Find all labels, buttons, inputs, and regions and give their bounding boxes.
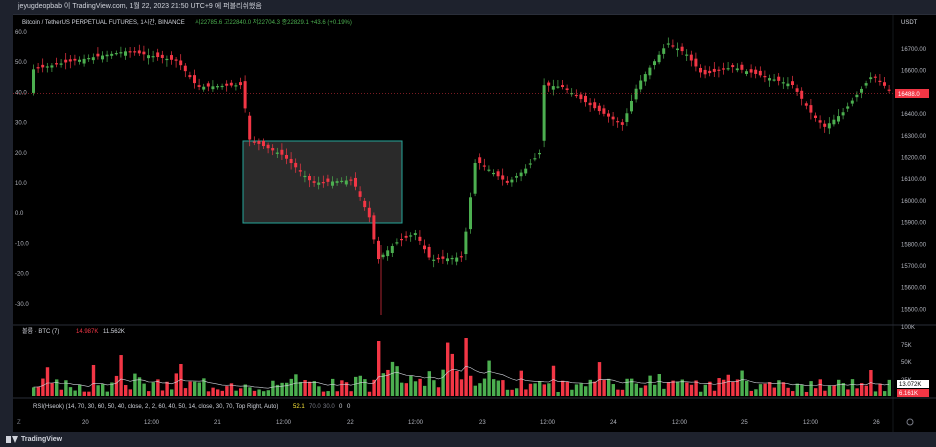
left-tick: 30.0 [15, 121, 27, 127]
left-tick: 40.0 [15, 90, 27, 96]
svg-text:Z: Z [17, 420, 21, 426]
price-tick: 16600.00 [901, 69, 927, 75]
highlight-rect[interactable] [242, 140, 403, 224]
legend-symbol: Bitcoin / TetherUS PERPETUAL FUTURES, 1시… [22, 18, 185, 26]
volume-badge-current-text: 13.072K [899, 382, 921, 388]
volume-badge-avg [897, 389, 929, 397]
rsi-label: RSI(Hseok) (14, 70, 30, 60, 50, 40, clos… [33, 404, 278, 410]
volume-value-white: 11.562K [103, 329, 125, 335]
time-tick: 25 [741, 420, 748, 426]
chart-frame: 60.0 50.0 40.0 30.0 20.0 10.0 0.0 -10.0 -20.0 -30… [13, 14, 936, 433]
price-tick: 16400.00 [901, 112, 927, 118]
price-tick: 15900.00 [901, 221, 927, 227]
time-tick: 12:00 [540, 420, 556, 426]
price-tick: 15500.00 [901, 307, 927, 313]
price-tick: 15600.00 [901, 286, 927, 292]
volume-label: 볼륨 · BTC (7) [22, 328, 59, 335]
time-tick: 21 [214, 420, 221, 426]
brand-text: TradingView [21, 436, 63, 443]
time-tick: 12:00 [144, 420, 160, 426]
time-tick: 22 [347, 420, 354, 426]
chart-svg[interactable]: 60.0 50.0 40.0 30.0 20.0 10.0 0.0 -10.0 -20.0 -30… [13, 15, 936, 433]
footer-bar: TradingView [0, 432, 936, 447]
volume-badge-avg-text: 6.161K [899, 391, 918, 397]
volume-ma-line [33, 365, 890, 389]
tradingview-icon [6, 436, 18, 443]
time-tick: 12:00 [803, 420, 819, 426]
time-tick: 24 [610, 420, 617, 426]
left-tick: -30.0 [15, 302, 29, 308]
left-axis: 60.0 50.0 40.0 30.0 20.0 10.0 0.0 -10.0 -20.0 -30… [15, 30, 29, 308]
rsi-upper: 70.0 [309, 404, 321, 410]
volume-value-red: 14.987K [76, 329, 98, 335]
time-axis[interactable]: 20 12:00 21 12:00 22 12:00 23 12:00 24 12:00 25 12:… [82, 420, 880, 426]
candlesticks [13, 37, 893, 315]
price-tick: 15800.00 [901, 242, 927, 248]
price-tick: 16700.00 [901, 47, 927, 53]
time-tick: 12:00 [408, 420, 424, 426]
price-tick: 16200.00 [901, 156, 927, 162]
time-tick: 12:00 [672, 420, 688, 426]
currency-label: USDT [901, 20, 918, 26]
volume-bars [32, 338, 891, 396]
volume-badge-current [897, 380, 929, 388]
grid [13, 15, 936, 433]
time-tick: 12:00 [276, 420, 292, 426]
rsi-zero-a: 0 [339, 404, 343, 410]
left-tick: 20.0 [15, 151, 27, 157]
left-tick: -20.0 [15, 272, 29, 278]
settings-gear-icon[interactable] [906, 418, 914, 426]
price-tick: 16100.00 [901, 177, 927, 183]
price-tick: 16300.00 [901, 134, 927, 140]
left-tick: 0.0 [15, 211, 24, 217]
time-tick: 26 [873, 420, 880, 426]
volume-tick: 75K [901, 343, 912, 349]
volume-tick: 50K [901, 360, 912, 366]
rsi-lower: 30.0 [323, 404, 335, 410]
time-tick: 20 [82, 420, 89, 426]
time-tick: 23 [479, 420, 486, 426]
left-tick: -10.0 [15, 241, 29, 247]
price-tick: 15700.00 [901, 264, 927, 270]
price-tick: 16000.00 [901, 199, 927, 205]
current-price-text: 16488.0 [898, 92, 920, 98]
volume-tick: 100K [901, 325, 915, 331]
current-price-badge [895, 89, 929, 98]
left-tick: 60.0 [15, 30, 27, 36]
highlight-box[interactable] [242, 140, 403, 224]
legend-ohlc: 시22785.6 고22840.0 저22704.3 종22829.1 +43.… [195, 18, 352, 26]
publish-info: jeyugdeopbab 이 TradingView.com, 1월 22, 2… [0, 0, 936, 14]
left-tick: 10.0 [15, 181, 27, 187]
rsi-value: 52.1 [293, 404, 305, 410]
tradingview-logo[interactable]: TradingView [6, 432, 62, 447]
left-tick: 50.0 [15, 60, 27, 66]
rsi-zero-b: 0 [347, 404, 351, 410]
zoom-icon[interactable]: Z [17, 420, 21, 426]
